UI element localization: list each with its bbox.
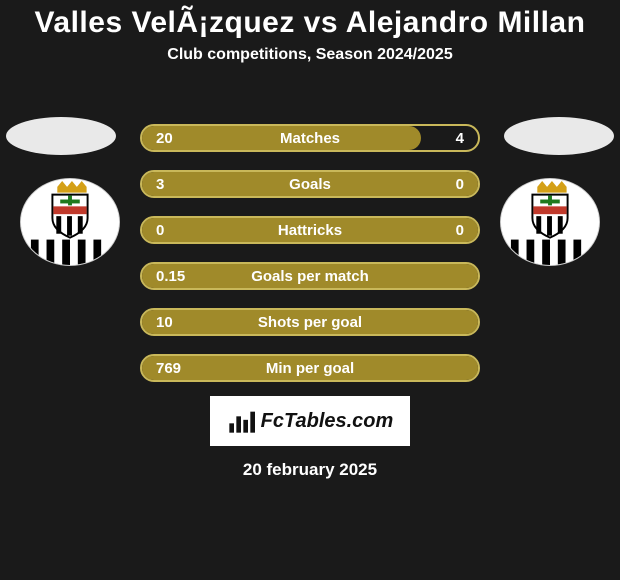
stat-row: 0Hattricks0 [140, 216, 480, 244]
player-photo-right-placeholder [504, 117, 614, 155]
stat-left-value: 10 [142, 314, 202, 331]
stat-left-value: 769 [142, 360, 202, 377]
crest-icon [21, 179, 119, 265]
stat-label: Hattricks [202, 222, 418, 239]
stat-label: Shots per goal [202, 314, 418, 331]
subtitle: Club competitions, Season 2024/2025 [0, 46, 620, 64]
stat-right-value: 4 [418, 130, 478, 147]
stat-row: 20Matches4 [140, 124, 480, 152]
crest-icon [501, 179, 599, 265]
page-title: Valles VelÃ¡zquez vs Alejandro Millan [0, 6, 620, 40]
stat-left-value: 0.15 [142, 268, 202, 285]
brand-badge: FcTables.com [210, 396, 410, 446]
club-crest-left [20, 178, 120, 266]
brand-text: FcTables.com [261, 410, 394, 433]
stat-left-value: 0 [142, 222, 202, 239]
stat-row: 3Goals0 [140, 170, 480, 198]
stat-row: 0.15Goals per match [140, 262, 480, 290]
stat-label: Min per goal [202, 360, 418, 377]
bar-chart-icon [227, 407, 255, 435]
stat-row: 10Shots per goal [140, 308, 480, 336]
comparison-card: Valles VelÃ¡zquez vs Alejandro Millan Cl… [0, 0, 620, 580]
stat-label: Matches [202, 130, 418, 147]
stat-row: 769Min per goal [140, 354, 480, 382]
stat-right-value: 0 [418, 176, 478, 193]
club-crest-right [500, 178, 600, 266]
stat-left-value: 20 [142, 130, 202, 147]
stat-label: Goals [202, 176, 418, 193]
stat-rows: 20Matches43Goals00Hattricks00.15Goals pe… [140, 124, 480, 400]
stat-left-value: 3 [142, 176, 202, 193]
stat-right-value: 0 [418, 222, 478, 239]
date-text: 20 february 2025 [0, 460, 620, 480]
stat-label: Goals per match [202, 268, 418, 285]
player-photo-left-placeholder [6, 117, 116, 155]
